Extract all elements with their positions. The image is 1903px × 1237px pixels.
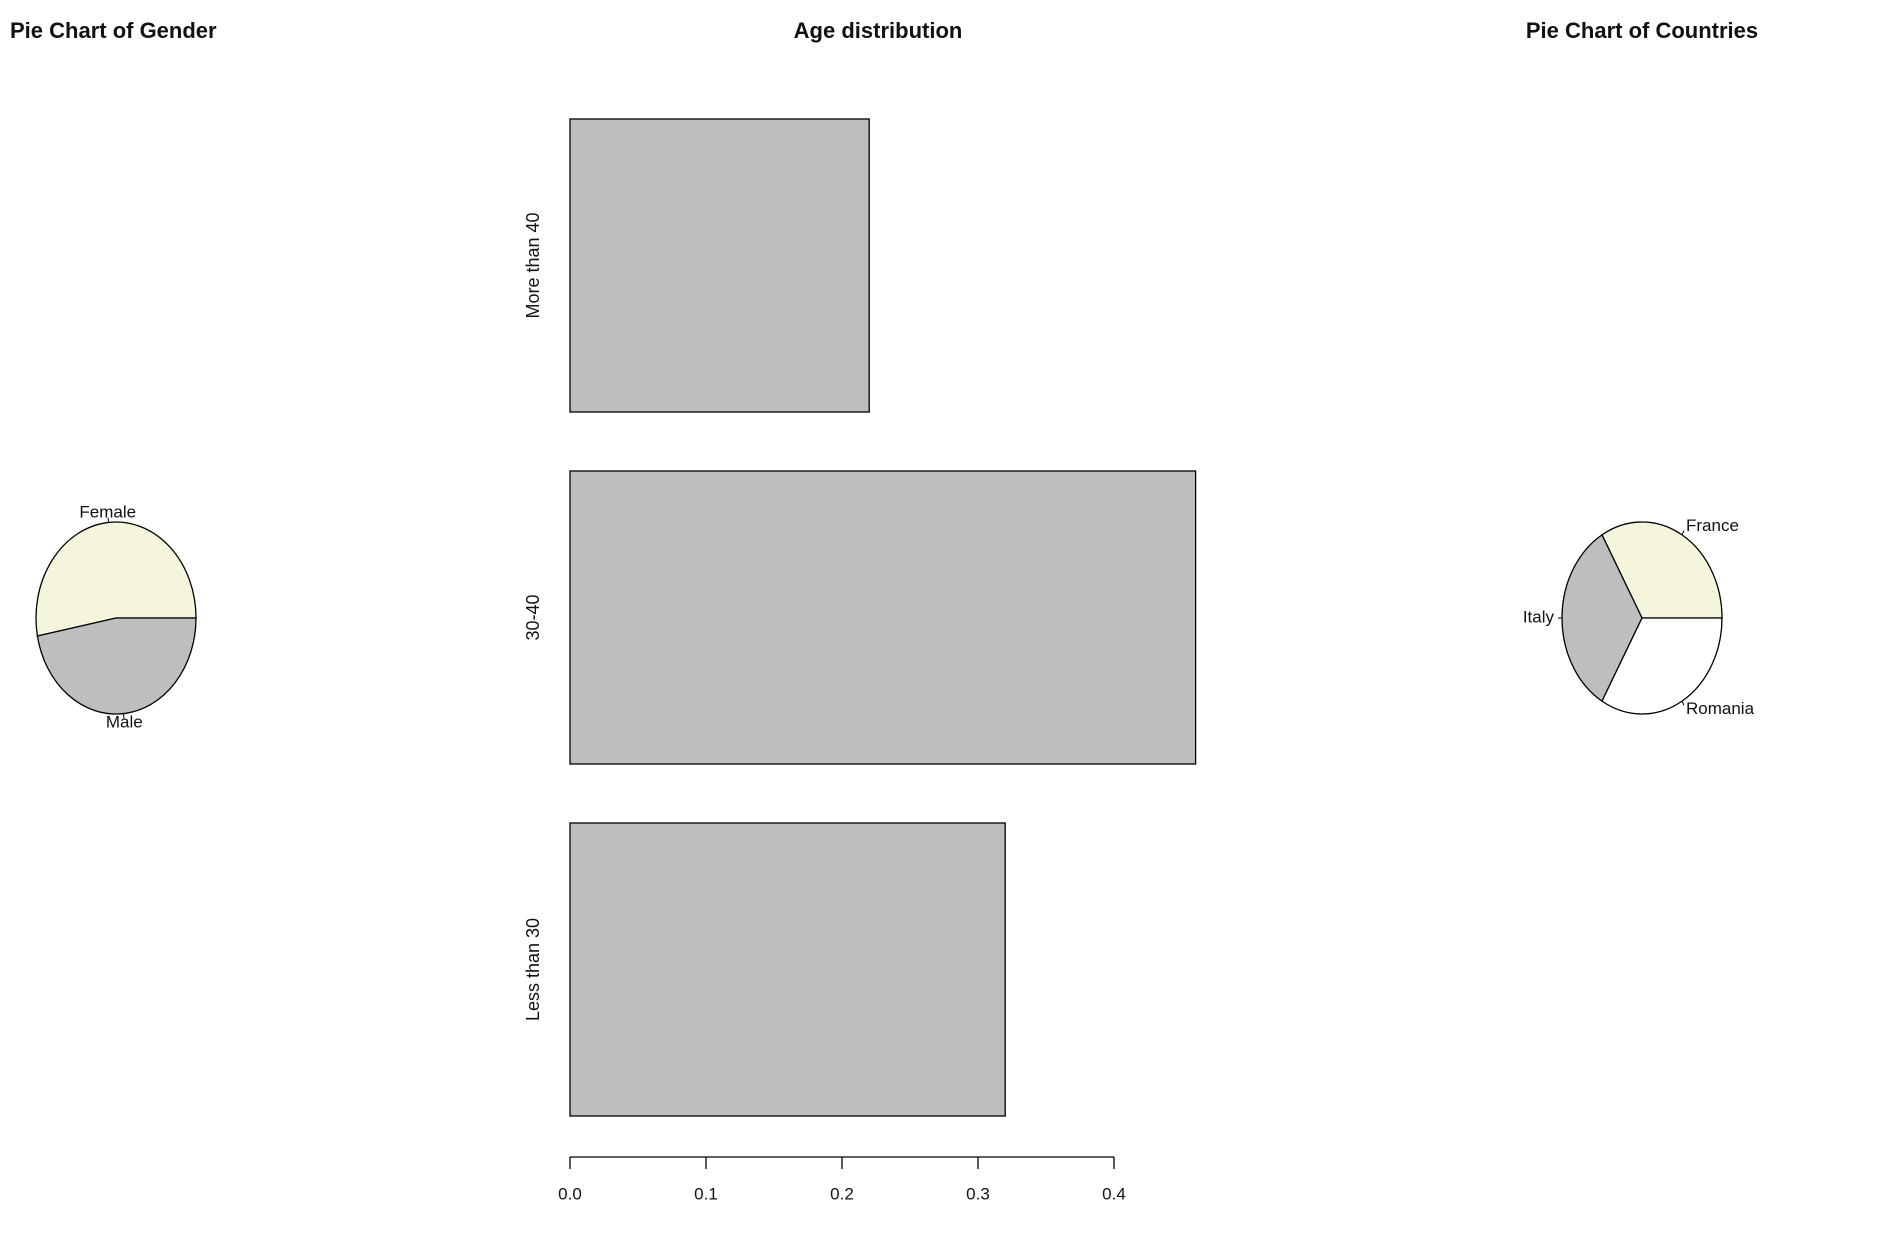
- x-tick-label: 0.2: [830, 1184, 854, 1203]
- chart-title: Pie Chart of Countries: [1526, 18, 1758, 43]
- slice-label: Female: [79, 502, 136, 521]
- pie-slice: [1561, 533, 1643, 703]
- x-tick-label: 0.4: [1102, 1184, 1126, 1203]
- pie-slice: [1601, 617, 1723, 715]
- chart-title: Age distribution: [794, 18, 963, 43]
- label-line: [1681, 530, 1685, 536]
- slice-label: Italy: [1523, 607, 1555, 626]
- x-tick-label: 0.3: [966, 1184, 990, 1203]
- y-tick-label: More than 40: [523, 212, 543, 318]
- slice-label: Romania: [1686, 699, 1755, 718]
- chart-title: Pie Chart of Gender: [10, 18, 217, 43]
- bar: [569, 822, 1006, 1117]
- slice-label: France: [1686, 516, 1739, 535]
- y-tick-label: Less than 30: [523, 918, 543, 1021]
- bar: [569, 470, 1197, 765]
- x-tick-label: 0.1: [694, 1184, 718, 1203]
- pie-slice: [36, 617, 197, 715]
- y-tick-label: 30-40: [523, 594, 543, 640]
- bar: [569, 118, 870, 413]
- label-line: [1681, 700, 1685, 706]
- pie-slice: [1601, 521, 1723, 619]
- x-tick-label: 0.0: [558, 1184, 582, 1203]
- pie-slice: [35, 521, 197, 637]
- slice-label: Male: [106, 713, 143, 732]
